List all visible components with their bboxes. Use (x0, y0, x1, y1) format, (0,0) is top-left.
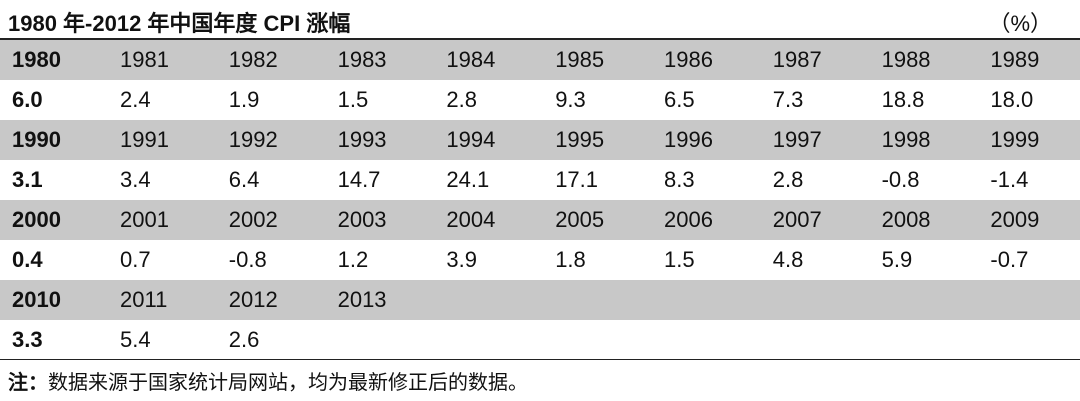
value-row: 0.4 0.7 -0.8 1.2 3.9 1.8 1.5 4.8 5.9 -0.7 (0, 240, 1080, 280)
year-cell: 1997 (772, 127, 822, 152)
year-cell: 1984 (446, 47, 496, 72)
year-cell: 2008 (881, 207, 931, 232)
year-cell: 1993 (337, 127, 387, 152)
value-row: 6.0 2.4 1.9 1.5 2.8 9.3 6.5 7.3 18.8 18.0 (0, 80, 1080, 120)
note: 注：数据来源于国家统计局网站，均为最新修正后的数据。 (8, 366, 528, 395)
year-row: 1980 1981 1982 1983 1984 1985 1986 1987 1988 1989 (0, 40, 1080, 80)
value-cell: 24.1 (446, 167, 490, 192)
value-cell: 7.3 (772, 87, 804, 112)
year-row: 2000 2001 2002 2003 2004 2005 2006 2007 2008 2009 (0, 200, 1080, 240)
year-cell: 1992 (228, 127, 278, 152)
year-cell: 1981 (120, 47, 169, 72)
value-cell: 1.5 (664, 247, 695, 272)
year-cell: 1988 (881, 47, 931, 72)
year-cell: 2006 (664, 207, 713, 232)
year-row: 2010 2011 2012 2013 (0, 280, 1080, 320)
year-cell: 2011 (120, 287, 168, 312)
year-cell: 1980 (12, 47, 61, 72)
year-cell: 1985 (555, 47, 605, 72)
year-cell: 1989 (990, 47, 1040, 72)
value-cell: 2.6 (228, 327, 260, 352)
year-cell: 1998 (881, 127, 931, 152)
value-cell: 3.1 (12, 167, 43, 192)
value-cell: 2.8 (446, 87, 477, 112)
title: 1980 年-2012 年中国年度 CPI 涨幅 (8, 11, 351, 36)
value-cell: 18.8 (881, 87, 925, 112)
value-cell: -1.4 (990, 167, 1029, 192)
note-text: 数据来源于国家统计局网站，均为最新修正后的数据。 (48, 372, 528, 394)
note-label: 注： (8, 372, 48, 394)
year-cell: 2009 (990, 207, 1040, 232)
value-cell: 0.7 (120, 247, 151, 272)
value-cell: 4.8 (772, 247, 804, 272)
value-cell: 6.5 (664, 87, 695, 112)
value-cell: 5.9 (881, 247, 913, 272)
value-cell: -0.8 (881, 167, 920, 192)
year-cell: 1987 (772, 47, 822, 72)
value-cell: 6.0 (12, 87, 43, 112)
value-cell: 2.4 (120, 87, 151, 112)
value-cell: 3.9 (446, 247, 477, 272)
year-cell: 1986 (664, 47, 713, 72)
year-cell: 2012 (228, 287, 278, 312)
value-cell: -0.8 (228, 247, 267, 272)
year-cell: 2005 (555, 207, 605, 232)
top-rule (0, 38, 1080, 40)
value-cell: 6.4 (228, 167, 260, 192)
year-row: 1990 1991 1992 1993 1994 1995 1996 1997 1998 1999 (0, 120, 1080, 160)
year-cell: 1982 (228, 47, 278, 72)
value-cell: 14.7 (337, 167, 381, 192)
value-cell: 1.2 (337, 247, 369, 272)
value-cell: 17.1 (555, 167, 599, 192)
bottom-rule (0, 359, 1080, 360)
value-cell: -0.7 (990, 247, 1029, 272)
unit: （%） (988, 11, 1052, 36)
value-cell: 9.3 (555, 87, 586, 112)
year-cell: 1991 (120, 127, 169, 152)
value-cell: 3.4 (120, 167, 151, 192)
year-cell: 1994 (446, 127, 496, 152)
value-cell: 8.3 (664, 167, 695, 192)
value-cell: 3.3 (12, 327, 43, 352)
value-cell: 5.4 (120, 327, 151, 352)
year-cell: 2002 (228, 207, 278, 232)
year-cell: 2000 (12, 207, 61, 232)
value-cell: 1.8 (555, 247, 586, 272)
year-cell: 2004 (446, 207, 496, 232)
year-cell: 2013 (337, 287, 387, 312)
value-cell: 1.5 (337, 87, 369, 112)
value-cell: 2.8 (772, 167, 804, 192)
year-cell: 1999 (990, 127, 1040, 152)
year-cell: 1990 (12, 127, 61, 152)
value-row: 3.3 5.4 2.6 (0, 320, 1080, 360)
value-row: 3.1 3.4 6.4 14.7 24.1 17.1 8.3 2.8 -0.8 -1.4 (0, 160, 1080, 200)
year-cell: 2007 (772, 207, 822, 232)
year-cell: 1996 (664, 127, 713, 152)
year-cell: 1995 (555, 127, 605, 152)
value-cell: 1.9 (228, 87, 260, 112)
value-cell: 18.0 (990, 87, 1034, 112)
year-cell: 2010 (12, 287, 61, 312)
year-cell: 2001 (120, 207, 169, 232)
year-cell: 2003 (337, 207, 387, 232)
year-cell: 1983 (337, 47, 387, 72)
value-cell: 0.4 (12, 247, 43, 272)
